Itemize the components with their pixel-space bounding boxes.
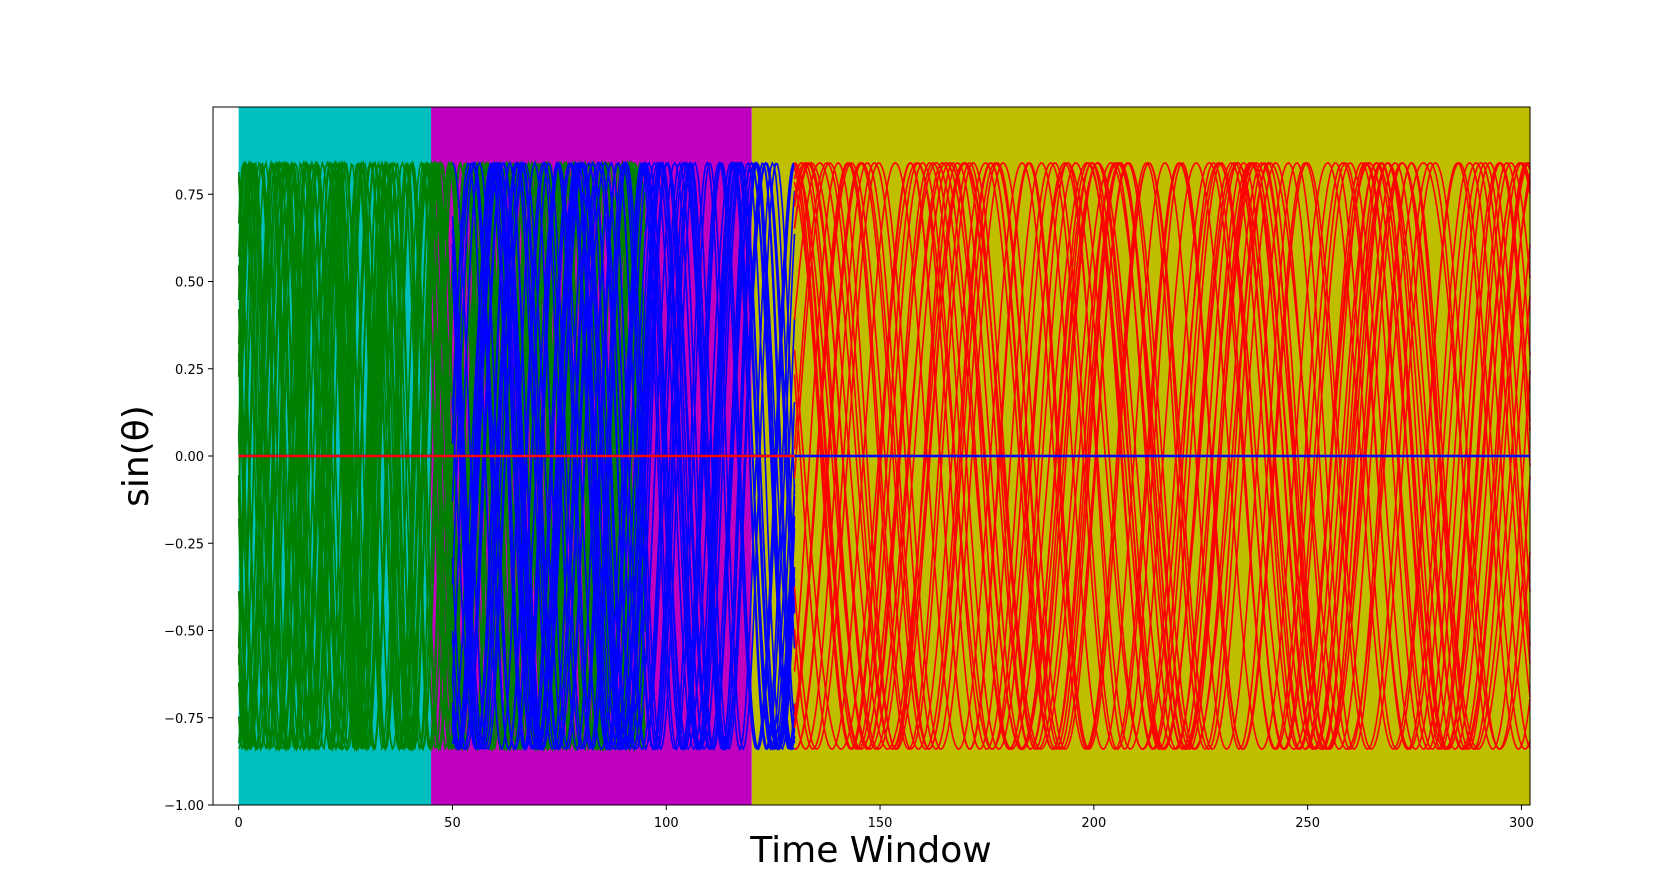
series-trace-2-23 (451, 161, 795, 751)
y-tick-label-3: −0.25 (164, 537, 204, 552)
series-trace-3-17 (793, 161, 1531, 750)
x-tick-label-200: 200 (1081, 816, 1106, 831)
x-tick-label-150: 150 (868, 816, 893, 831)
series-trace-3-25 (793, 161, 1531, 751)
x-tick-label-300: 300 (1509, 816, 1534, 831)
series-trace-3-20 (793, 161, 1531, 751)
x-tick-label-0: 0 (235, 816, 243, 831)
series-trace-3-23 (793, 161, 1531, 751)
y-tick-label-7: 0.75 (175, 188, 204, 203)
series-trace-2-21 (451, 160, 796, 752)
series-trace-3-7 (793, 161, 1531, 751)
series-trace-3-19 (793, 161, 1531, 751)
x-tick-label-250: 250 (1295, 816, 1320, 831)
y-axis-label: sin(θ) (116, 405, 157, 507)
y-tick-label-4: 0.00 (175, 450, 204, 465)
series-trace-3-14 (793, 161, 1531, 751)
series-trace-2-24 (451, 161, 796, 751)
series-trace-1-28 (237, 160, 646, 750)
series-trace-3-4 (793, 161, 1531, 751)
series-trace-2-22 (451, 161, 796, 751)
x-tick-label-50: 50 (444, 816, 461, 831)
y-tick-label-6: 0.50 (175, 276, 204, 291)
series-trace-2-25 (451, 160, 796, 752)
y-tick-label-1: −0.75 (164, 712, 204, 727)
x-axis-label: Time Window (749, 830, 992, 871)
y-axis: −1.00 −0.75 −0.50 −0.25 0.00 0.25 0.50 0.75 (164, 188, 213, 814)
series-trace-2-18 (451, 161, 796, 751)
series-trace-3-24 (794, 161, 1531, 751)
series-trace-3-22 (793, 161, 1531, 751)
x-axis: 0 50 100 150 200 250 300 (235, 805, 1534, 831)
series-lines (237, 159, 1531, 753)
y-tick-label-2: −0.50 (164, 625, 204, 640)
y-tick-label-0: −1.00 (164, 799, 204, 814)
series-trace-3-18 (793, 161, 1531, 751)
y-tick-label-5: 0.25 (175, 363, 204, 378)
x-tick-label-100: 100 (654, 816, 679, 831)
